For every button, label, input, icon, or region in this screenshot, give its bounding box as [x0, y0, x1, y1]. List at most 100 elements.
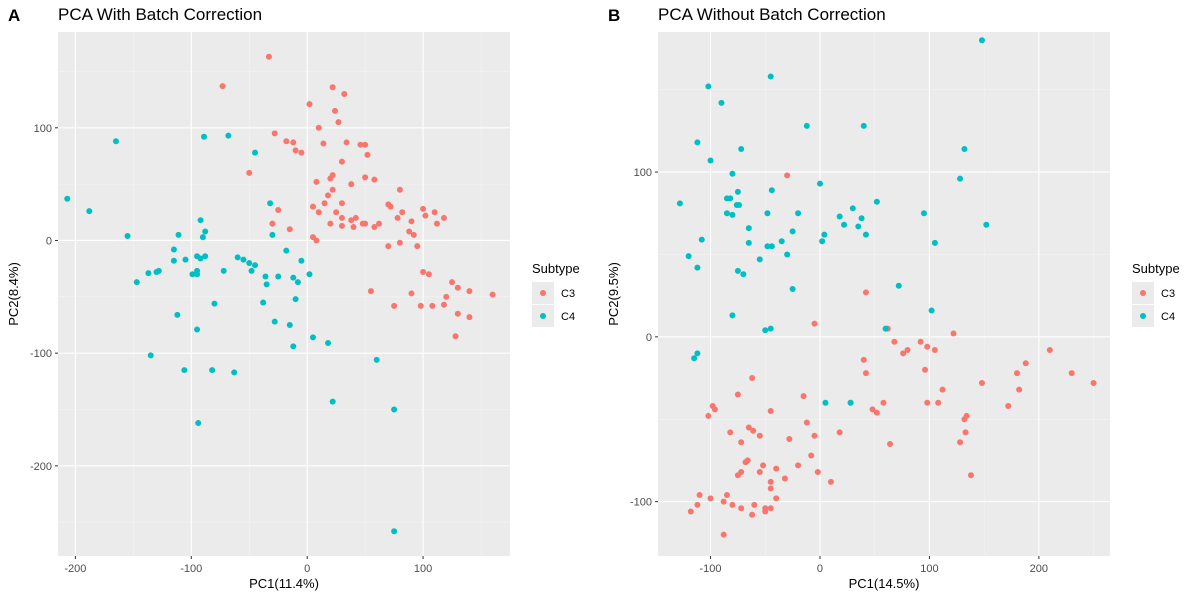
x-tick-label: 200 [1030, 563, 1048, 575]
point-c3 [773, 465, 780, 472]
point-c3 [935, 399, 942, 406]
x-axis-title: PC1(11.4%) [249, 576, 319, 591]
point-c4 [767, 325, 774, 332]
point-c4 [211, 300, 218, 307]
point-c3 [750, 427, 757, 434]
point-c4 [240, 256, 247, 263]
point-c3 [394, 214, 401, 221]
x-tick-label: 0 [304, 563, 310, 575]
point-c4 [729, 211, 736, 218]
point-c3 [705, 412, 712, 419]
point-c3 [968, 472, 975, 479]
point-c3 [767, 505, 774, 512]
point-c4 [298, 257, 305, 264]
point-c4 [734, 267, 741, 274]
point-c4 [735, 202, 742, 209]
y-tick-label: 0 [46, 235, 52, 247]
point-c4 [174, 311, 181, 318]
point-c3 [292, 147, 299, 154]
point-c4 [694, 350, 701, 357]
x-tick-label: -100 [180, 563, 202, 575]
y-tick-label: -100 [30, 348, 52, 360]
point-c3 [707, 495, 714, 502]
point-c4 [252, 262, 259, 269]
point-c4 [147, 352, 154, 359]
point-c3 [803, 419, 810, 426]
point-c3 [367, 288, 374, 295]
point-c3 [939, 386, 946, 393]
panel-tag: B [608, 6, 620, 25]
point-c3 [275, 207, 282, 214]
point-c4 [734, 188, 741, 195]
point-c3 [760, 462, 767, 469]
point-c4 [729, 170, 736, 177]
point-c3 [784, 172, 791, 179]
point-c4 [248, 267, 255, 274]
legend: Subtype C3 C4 [1132, 261, 1180, 327]
point-c3 [756, 432, 763, 439]
point-c3 [696, 492, 703, 499]
point-c3 [466, 288, 473, 295]
x-tick-label: 100 [920, 563, 938, 575]
point-c3 [711, 406, 718, 413]
point-c3 [283, 138, 290, 145]
point-c3 [343, 139, 350, 146]
y-tick-label: 100 [634, 167, 652, 179]
point-c3 [425, 271, 432, 278]
point-c3 [860, 356, 867, 363]
panel-tag: A [8, 6, 20, 25]
point-c3 [963, 412, 970, 419]
point-c4 [847, 399, 854, 406]
point-c4 [220, 267, 227, 274]
chart-panel-b: -100 0 100 200 -100 0 100 B PCA Without Batch Co… [606, 5, 1180, 591]
point-c4 [263, 281, 270, 288]
point-c4 [816, 180, 823, 187]
point-c3 [362, 141, 369, 148]
point-c3 [309, 203, 316, 210]
point-c4 [819, 238, 826, 245]
point-c4 [373, 356, 380, 363]
point-c3 [1046, 347, 1053, 354]
point-c3 [786, 436, 793, 443]
point-c3 [348, 217, 355, 224]
point-c3 [795, 462, 802, 469]
point-c3 [440, 214, 447, 221]
legend-label-c3: C3 [561, 288, 575, 300]
point-c4 [290, 343, 297, 350]
point-c4 [170, 246, 177, 253]
point-c3 [904, 347, 911, 354]
x-axis-title: PC1(14.5%) [849, 576, 920, 591]
point-c4 [698, 236, 705, 243]
point-c3 [396, 239, 403, 246]
point-c3 [433, 220, 440, 227]
point-c4 [262, 273, 269, 280]
point-c3 [290, 139, 297, 146]
point-c4 [391, 406, 398, 413]
point-c3 [265, 53, 272, 60]
point-c4 [267, 200, 274, 207]
point-c4 [762, 327, 769, 334]
point-c3 [454, 310, 461, 317]
point-c3 [406, 228, 413, 235]
point-c4 [795, 210, 802, 217]
point-c4 [182, 256, 189, 263]
point-c3 [269, 220, 276, 227]
point-c3 [749, 375, 756, 382]
point-c3 [246, 169, 253, 176]
x-tick-label: -100 [700, 563, 722, 575]
point-c3 [414, 243, 421, 250]
point-c4 [694, 139, 701, 146]
point-c3 [306, 101, 313, 108]
point-c4 [707, 157, 714, 164]
point-c4 [155, 267, 162, 274]
plot-title: PCA With Batch Correction [58, 5, 262, 24]
point-c3 [315, 124, 322, 131]
point-c3 [298, 149, 305, 156]
point-c4 [189, 271, 196, 278]
point-c3 [417, 302, 424, 309]
point-c4 [181, 367, 188, 374]
point-c3 [1005, 403, 1012, 410]
point-c4 [309, 334, 316, 341]
point-c4 [803, 122, 810, 129]
point-c3 [315, 209, 322, 216]
